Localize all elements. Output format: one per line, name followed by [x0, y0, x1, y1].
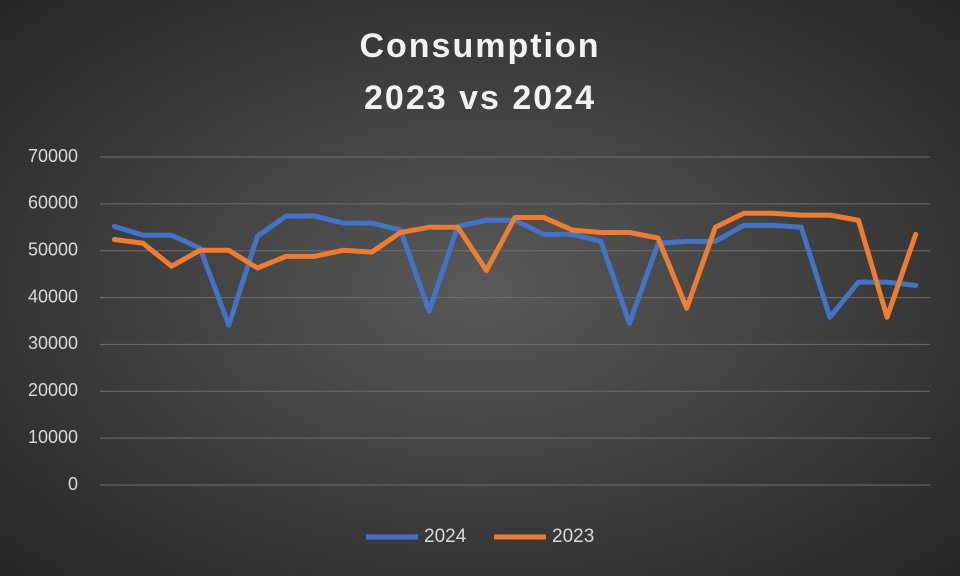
chart-title: Consumption	[359, 27, 600, 65]
y-tick-label: 50000	[28, 239, 78, 259]
y-tick-label: 10000	[28, 427, 78, 447]
y-tick-label: 60000	[28, 193, 78, 213]
y-tick-label: 0	[68, 474, 78, 494]
y-tick-label: 30000	[28, 333, 78, 353]
line-series	[111, 210, 919, 320]
legend-label: 2023	[552, 526, 594, 547]
y-tick-label: 20000	[28, 380, 78, 400]
chart-title: 2023 vs 2024	[364, 79, 596, 117]
y-tick-label: 40000	[28, 286, 78, 306]
legend-label: 2024	[424, 526, 467, 547]
y-tick-label: 70000	[28, 146, 78, 166]
